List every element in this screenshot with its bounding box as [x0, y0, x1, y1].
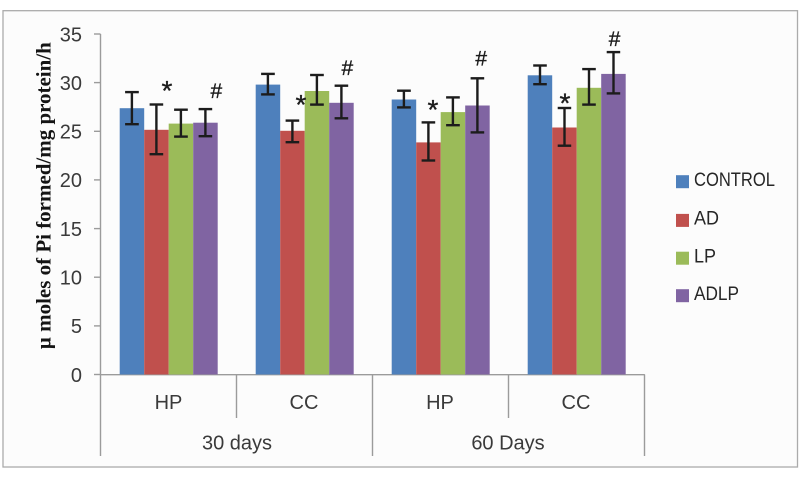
- svg-text:0: 0: [71, 365, 82, 387]
- svg-text:CC: CC: [562, 392, 591, 414]
- svg-text:35: 35: [60, 24, 82, 46]
- svg-text:LP: LP: [694, 247, 716, 268]
- svg-text:µ moles of Pi formed/mg protei: µ moles of Pi formed/mg protein/h: [32, 42, 56, 349]
- svg-text:CC: CC: [290, 392, 319, 414]
- svg-text:*: *: [428, 94, 439, 125]
- svg-text:30: 30: [60, 73, 82, 95]
- svg-text:#: #: [211, 80, 223, 103]
- svg-text:*: *: [560, 88, 571, 119]
- svg-text:HP: HP: [155, 392, 183, 414]
- svg-text:ADLP: ADLP: [694, 284, 739, 305]
- svg-text:CONTROL: CONTROL: [694, 170, 775, 191]
- svg-text:AD: AD: [694, 209, 719, 230]
- svg-text:60 Days: 60 Days: [471, 433, 544, 455]
- svg-text:20: 20: [60, 170, 82, 192]
- svg-text:#: #: [609, 28, 621, 51]
- svg-text:15: 15: [60, 219, 82, 241]
- svg-text:25: 25: [60, 122, 82, 144]
- svg-text:*: *: [161, 75, 172, 106]
- svg-text:*: *: [296, 89, 307, 120]
- svg-text:30 days: 30 days: [202, 433, 272, 455]
- svg-text:#: #: [341, 57, 353, 80]
- svg-text:#: #: [475, 48, 487, 71]
- svg-text:10: 10: [60, 268, 82, 290]
- svg-text:HP: HP: [426, 392, 454, 414]
- svg-text:5: 5: [71, 316, 82, 338]
